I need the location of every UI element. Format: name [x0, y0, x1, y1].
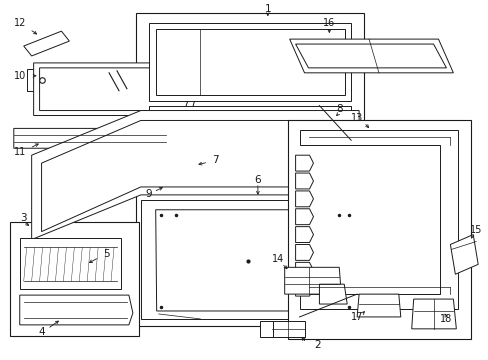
Text: 16: 16 [323, 18, 335, 28]
Polygon shape [34, 63, 205, 116]
Text: 17: 17 [350, 312, 363, 322]
Polygon shape [356, 294, 400, 317]
Polygon shape [14, 129, 172, 148]
Polygon shape [319, 284, 346, 304]
Polygon shape [32, 111, 358, 239]
Polygon shape [20, 295, 133, 325]
Text: 10: 10 [14, 71, 26, 81]
Polygon shape [295, 227, 313, 243]
Text: 12: 12 [14, 18, 26, 28]
Polygon shape [295, 44, 446, 68]
Polygon shape [141, 200, 358, 319]
Polygon shape [148, 105, 350, 175]
Text: 2: 2 [313, 340, 320, 350]
Text: 14: 14 [271, 255, 284, 264]
Polygon shape [295, 244, 313, 260]
Polygon shape [41, 121, 350, 231]
Polygon shape [20, 238, 121, 289]
Polygon shape [155, 112, 345, 169]
Text: 1: 1 [264, 4, 270, 14]
Polygon shape [284, 267, 341, 294]
Polygon shape [24, 31, 69, 56]
Text: 8: 8 [335, 104, 342, 113]
Text: 4: 4 [38, 327, 45, 337]
Polygon shape [295, 155, 313, 171]
Polygon shape [295, 262, 313, 278]
Polygon shape [411, 299, 455, 329]
Polygon shape [259, 321, 272, 337]
Text: 5: 5 [102, 249, 109, 260]
Polygon shape [295, 191, 313, 207]
Text: 11: 11 [14, 147, 26, 157]
Polygon shape [155, 210, 348, 311]
Bar [10, 222, 139, 336]
Text: 3: 3 [20, 213, 27, 223]
Bar [287, 121, 470, 339]
Polygon shape [295, 173, 313, 189]
Text: 9: 9 [145, 189, 152, 199]
Polygon shape [155, 29, 345, 95]
Polygon shape [148, 23, 350, 100]
Bar [27, 69, 56, 91]
Polygon shape [299, 130, 457, 309]
Bar [136, 13, 364, 326]
Polygon shape [295, 209, 313, 225]
Text: 6: 6 [254, 175, 261, 185]
Polygon shape [295, 280, 313, 296]
Text: 7: 7 [211, 155, 218, 165]
Text: 13: 13 [350, 113, 363, 123]
Polygon shape [40, 68, 199, 111]
Polygon shape [271, 321, 304, 337]
Polygon shape [289, 39, 452, 73]
Text: 15: 15 [469, 225, 481, 235]
Polygon shape [449, 235, 477, 274]
Text: 18: 18 [439, 314, 451, 324]
